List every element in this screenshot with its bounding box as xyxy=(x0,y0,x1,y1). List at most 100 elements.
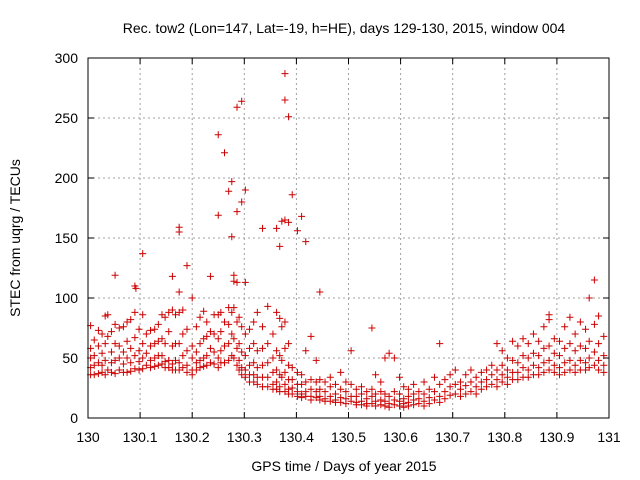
data-point xyxy=(98,349,106,357)
y-tick-label: 50 xyxy=(62,350,78,366)
data-point xyxy=(381,402,389,410)
data-point xyxy=(225,356,233,364)
data-point xyxy=(390,388,398,396)
data-point xyxy=(446,391,454,399)
data-point xyxy=(281,70,289,78)
data-point xyxy=(210,330,218,338)
data-point xyxy=(368,400,376,408)
data-point xyxy=(139,365,147,373)
data-point xyxy=(519,335,527,343)
data-point xyxy=(210,348,218,356)
data-point xyxy=(519,352,527,360)
x-tick-label: 130.5 xyxy=(331,429,366,445)
data-point xyxy=(462,371,470,379)
data-point xyxy=(576,356,584,364)
data-point xyxy=(321,378,329,386)
data-point xyxy=(111,356,119,364)
data-point xyxy=(131,308,139,316)
data-point xyxy=(225,320,233,328)
data-point xyxy=(566,356,574,364)
data-point xyxy=(119,323,127,331)
data-point xyxy=(98,330,106,338)
data-point xyxy=(200,362,208,370)
data-point xyxy=(278,373,286,381)
data-point xyxy=(278,217,286,225)
data-point xyxy=(151,325,159,333)
data-point xyxy=(415,388,423,396)
data-point xyxy=(483,376,491,384)
data-point xyxy=(347,397,355,405)
data-point xyxy=(498,378,506,386)
data-point xyxy=(585,364,593,372)
data-point xyxy=(595,312,603,320)
data-point xyxy=(250,378,258,386)
data-point xyxy=(436,380,444,388)
data-point xyxy=(288,384,296,392)
data-point xyxy=(127,316,135,324)
data-point xyxy=(352,385,360,393)
data-point xyxy=(107,348,115,356)
data-point xyxy=(326,397,334,405)
data-point xyxy=(415,400,423,408)
data-point xyxy=(326,373,334,381)
data-point xyxy=(217,328,225,336)
data-point xyxy=(241,278,249,286)
data-point xyxy=(566,340,574,348)
data-point xyxy=(238,348,246,356)
data-point xyxy=(576,318,584,326)
data-point xyxy=(590,348,598,356)
data-point xyxy=(241,186,249,194)
data-point xyxy=(600,361,608,369)
data-point xyxy=(535,337,543,345)
data-point xyxy=(550,349,558,357)
data-point xyxy=(342,400,350,408)
data-point xyxy=(556,364,564,372)
data-point xyxy=(331,390,339,398)
data-point xyxy=(571,361,579,369)
data-point xyxy=(451,380,459,388)
data-point xyxy=(147,364,155,372)
data-point xyxy=(540,344,548,352)
data-point xyxy=(377,388,385,396)
data-point xyxy=(172,356,180,364)
data-point xyxy=(250,359,258,367)
data-point xyxy=(142,361,150,369)
data-point xyxy=(206,344,214,352)
data-point xyxy=(264,359,272,367)
data-point xyxy=(281,344,289,352)
x-tick-label: 130.8 xyxy=(487,429,522,445)
data-point xyxy=(214,335,222,343)
data-point xyxy=(264,302,272,310)
data-point xyxy=(183,368,191,376)
data-point xyxy=(337,398,345,406)
data-point xyxy=(90,336,98,344)
data-point xyxy=(451,390,459,398)
data-point xyxy=(250,318,258,326)
data-point xyxy=(524,354,532,362)
data-point xyxy=(498,347,506,355)
data-point xyxy=(514,359,522,367)
data-point xyxy=(168,360,176,368)
data-point xyxy=(352,392,360,400)
data-point xyxy=(561,344,569,352)
data-point xyxy=(259,224,267,232)
data-point xyxy=(165,364,173,372)
x-tick-label: 130.1 xyxy=(123,429,158,445)
data-point xyxy=(582,366,590,374)
data-point xyxy=(147,356,155,364)
data-point xyxy=(472,373,480,381)
data-point xyxy=(595,366,603,374)
data-point xyxy=(115,354,123,362)
data-point xyxy=(342,378,350,386)
data-point xyxy=(400,383,408,391)
data-point xyxy=(390,401,398,409)
data-point xyxy=(151,362,159,370)
gridlines xyxy=(88,58,609,418)
data-point xyxy=(135,347,143,355)
data-point xyxy=(457,378,465,386)
data-point xyxy=(111,320,119,328)
data-point xyxy=(196,313,204,321)
data-point xyxy=(111,340,119,348)
data-point xyxy=(595,340,603,348)
